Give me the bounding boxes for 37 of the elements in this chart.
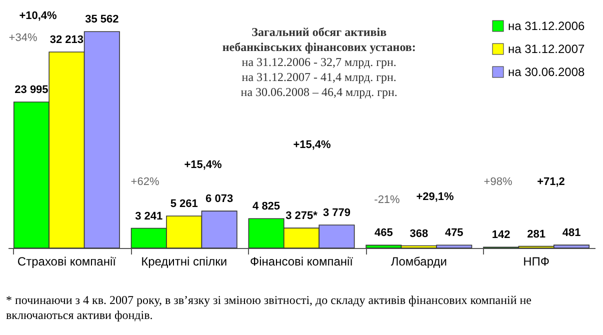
text: * починаючи з 4 кв. 2007 року, в зв’язку зі зміною звітності, до складу активів фінансових компаній не включаються активи фондів. xyxy=(6,293,532,322)
annotation: +98% xyxy=(484,176,512,188)
annotation: +62% xyxy=(130,176,160,188)
annotation: +15,4% xyxy=(184,159,222,171)
data-label: 465 xyxy=(374,227,393,240)
x-tick-label: Фінансові компанії xyxy=(250,254,354,268)
data-label: 481 xyxy=(562,227,581,240)
annotation: на 31.12.2007 - 41,4 млрд. грн. xyxy=(242,70,396,84)
annotation: +34% xyxy=(8,32,38,44)
annotation: на 31.12.2006 - 32,7 млрд. грн. xyxy=(242,55,396,69)
data-label: 281 xyxy=(527,228,546,240)
data-label: 4 825 xyxy=(252,200,280,213)
x-tick-label: НПФ xyxy=(523,254,550,268)
data-label: 3 275* xyxy=(286,210,318,222)
x-tick-label: Страхові компанії xyxy=(17,254,117,268)
data-label: 142 xyxy=(492,229,510,242)
annotation: +71,2 xyxy=(537,176,565,188)
data-label: 368 xyxy=(410,228,428,240)
annotation: +29,1% xyxy=(416,191,454,203)
data-label: 3 241 xyxy=(135,210,163,222)
data-label: 5 261 xyxy=(170,198,198,210)
x-tick-label: Кредитні спілки xyxy=(141,254,228,268)
data-label: 35 562 xyxy=(85,14,119,26)
data-label: 6 073 xyxy=(206,193,234,206)
text: +10,4% xyxy=(19,10,58,22)
legend-label: на 30.06.2008 xyxy=(508,65,586,79)
annotation: +15,4% xyxy=(293,139,332,151)
data-label: 23 995 xyxy=(14,84,48,96)
legend-label: на 31.12.2006 xyxy=(508,19,586,33)
annotation: -21% xyxy=(374,194,400,206)
x-tick-label: Ломбарди xyxy=(390,254,447,268)
chart-title: Загальний обсяг активів небанківських фінансових установ: xyxy=(222,25,416,54)
legend-label: на 31.12.2007 xyxy=(508,42,586,56)
annotation: на 30.06.2008 – 46,4 млрд. грн. xyxy=(240,85,398,99)
data-label: 475 xyxy=(444,227,464,240)
data-label: 3 779 xyxy=(322,207,350,220)
data-label: 32 213 xyxy=(50,34,84,46)
